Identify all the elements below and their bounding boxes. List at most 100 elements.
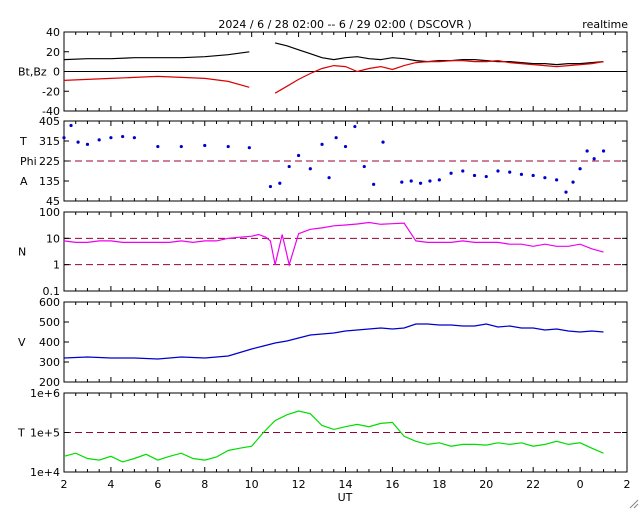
data-point [400, 180, 404, 184]
x-tick-label: 22 [526, 478, 540, 491]
chart-title: 2024 / 6 / 28 02:00 -- 6 / 29 02:00 ( DS… [218, 18, 471, 31]
data-point [592, 157, 596, 161]
data-point [76, 140, 80, 144]
data-point [179, 144, 183, 149]
y-axis-label: Phi [20, 155, 37, 168]
data-point [296, 153, 301, 158]
data-point [247, 146, 251, 150]
panel-1: 40 20 0 -20 -40 Bt,Bz [18, 26, 628, 118]
data-point [327, 176, 331, 180]
data-point [381, 140, 385, 144]
x-tick-label: 0 [577, 478, 584, 491]
series-line-1 [63, 410, 604, 463]
data-point [578, 167, 582, 171]
y-axis-label: T [17, 427, 25, 440]
data-point [564, 190, 568, 194]
y-axis-label: V [18, 336, 26, 349]
data-point [519, 172, 524, 176]
x-tick-label: 8 [201, 478, 208, 491]
data-point [320, 142, 324, 146]
y-tick-label: 200 [39, 376, 60, 389]
y-axis-label: Bt,Bz [18, 66, 47, 79]
y-tick-label: 20 [46, 46, 60, 59]
x-tick-label: 6 [154, 478, 161, 491]
data-point [496, 169, 500, 173]
y-tick-label: 500 [39, 316, 60, 329]
resize-grip-icon [629, 499, 639, 509]
y-tick-label: 45 [46, 195, 60, 208]
data-point [353, 124, 357, 129]
data-point [69, 123, 73, 128]
y-tick-label: 600 [39, 296, 60, 309]
panel-5: 1e+6 1e+5 1e+4 T [17, 387, 628, 479]
x-tick-label: 12 [292, 478, 306, 491]
x-tick-label: 2 [624, 478, 631, 491]
panel-2: 405 315 225 135 45 T Phi A [19, 115, 628, 208]
x-axis-label: UT [338, 491, 353, 504]
y-tick-label: 0 [53, 66, 60, 79]
data-point [268, 184, 273, 189]
data-point [543, 176, 547, 180]
series-line-1 [63, 323, 604, 360]
y-tick-label: 300 [39, 356, 60, 369]
panel-4: 600 500 400 300 200 V [18, 296, 628, 389]
y-axis-label: T [19, 135, 27, 148]
y-tick-label: 40 [46, 26, 60, 39]
x-tick-label: 2 [61, 478, 68, 491]
y-tick-label: -20 [42, 85, 60, 98]
y-tick-label: -40 [42, 105, 60, 118]
data-point [278, 181, 282, 185]
y-tick-label: 225 [39, 155, 60, 168]
data-point [109, 136, 113, 140]
data-point [203, 143, 207, 148]
data-point [62, 136, 66, 140]
data-point [226, 144, 230, 149]
data-point [287, 164, 291, 169]
data-point [372, 182, 376, 186]
data-point [334, 136, 338, 140]
data-point [308, 167, 312, 171]
data-point [156, 144, 160, 149]
x-tick-label: 20 [479, 478, 493, 491]
panel-3: 100 10 1 0.1 N [18, 206, 628, 298]
data-point [409, 179, 413, 183]
series-line-1 [63, 221, 604, 268]
plot-frame [63, 211, 628, 292]
data-point [97, 138, 101, 142]
data-point [531, 173, 535, 178]
series-line-1 [63, 42, 604, 66]
y-tick-label: 135 [39, 175, 60, 188]
data-point [484, 174, 488, 179]
plot-frame [63, 301, 628, 383]
x-tick-label: 14 [339, 478, 353, 491]
data-point [461, 169, 465, 173]
y-axis-label: N [18, 246, 26, 259]
y-tick-label: 1e+5 [30, 427, 60, 440]
realtime-tag: realtime [582, 18, 628, 31]
data-point [343, 144, 348, 149]
data-point [428, 179, 432, 183]
y-tick-label: 1e+4 [30, 466, 60, 479]
data-point [362, 164, 366, 169]
y-tick-label: 315 [39, 135, 60, 148]
series-line-2 [63, 59, 604, 94]
data-point [85, 142, 90, 146]
data-point [571, 180, 575, 184]
data-point [555, 178, 559, 182]
x-tick-label: 18 [432, 478, 446, 491]
x-tick-label: 16 [385, 478, 399, 491]
y-tick-label: 400 [39, 336, 60, 349]
data-point [601, 149, 606, 153]
y-tick-label: 1 [53, 259, 60, 272]
x-tick-label: 10 [245, 478, 259, 491]
x-tick-label: 4 [107, 478, 114, 491]
y-tick-label: 100 [39, 206, 60, 219]
data-point [418, 181, 423, 185]
data-point [508, 170, 512, 174]
y-axis-label: A [20, 175, 28, 188]
y-tick-label: 10 [46, 232, 60, 245]
y-tick-label: 1e+6 [30, 387, 60, 400]
data-point [449, 171, 453, 175]
data-point [121, 134, 125, 139]
